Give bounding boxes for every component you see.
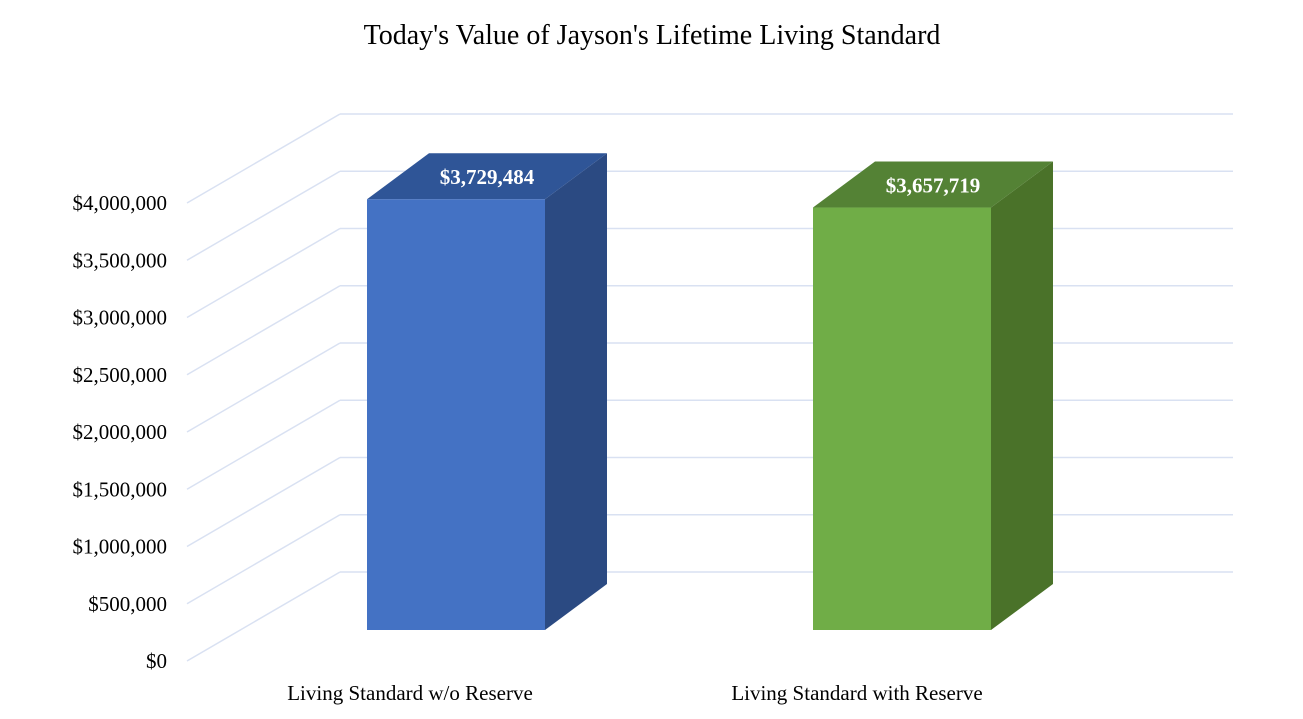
- bars: $3,729,484 $3,657,719: [367, 153, 1053, 631]
- y-tick-label: $500,000: [88, 592, 167, 616]
- gridline-side: [186, 399, 341, 490]
- bar-front-face: [813, 207, 991, 631]
- y-tick-label: $1,500,000: [73, 477, 168, 501]
- y-tick-label: $2,500,000: [73, 363, 168, 387]
- gridline-side: [186, 571, 341, 662]
- y-tick-label: $0: [146, 649, 167, 673]
- x-category-label: Living Standard w/o Reserve: [287, 681, 533, 705]
- bar-value-label: $3,657,719: [886, 174, 981, 198]
- gridline-side: [186, 170, 341, 261]
- bar-value-label: $3,729,484: [440, 165, 535, 189]
- gridlines: [186, 113, 1233, 662]
- y-tick-label: $3,000,000: [73, 306, 168, 330]
- bar-top-face: [367, 153, 607, 200]
- x-category-label: Living Standard with Reserve: [731, 681, 982, 705]
- bar-side-face: [991, 161, 1053, 631]
- gridline-side: [186, 342, 341, 433]
- y-tick-label: $3,500,000: [73, 248, 168, 272]
- y-axis-tick-labels: $0 $500,000 $1,000,000 $1,500,000 $2,000,000…: [73, 191, 168, 673]
- y-tick-label: $4,000,000: [73, 191, 168, 215]
- bar-front-face: [367, 199, 545, 630]
- bar-top-face: [813, 161, 1053, 208]
- gridline-side: [186, 456, 341, 548]
- y-tick-label: $2,000,000: [73, 420, 168, 444]
- chart-title: Today's Value of Jayson's Lifetime Livin…: [364, 20, 941, 51]
- gridline-side: [186, 227, 341, 319]
- gridline-side: [186, 113, 341, 204]
- gridline-side: [186, 514, 341, 605]
- y-tick-label: $1,000,000: [73, 535, 168, 559]
- bar: $3,657,719: [813, 161, 1053, 631]
- gridline-side: [186, 285, 341, 376]
- x-axis-category-labels: Living Standard w/o Reserve Living Standa…: [287, 681, 982, 705]
- bar: $3,729,484: [367, 153, 607, 630]
- bar-side-face: [545, 153, 607, 630]
